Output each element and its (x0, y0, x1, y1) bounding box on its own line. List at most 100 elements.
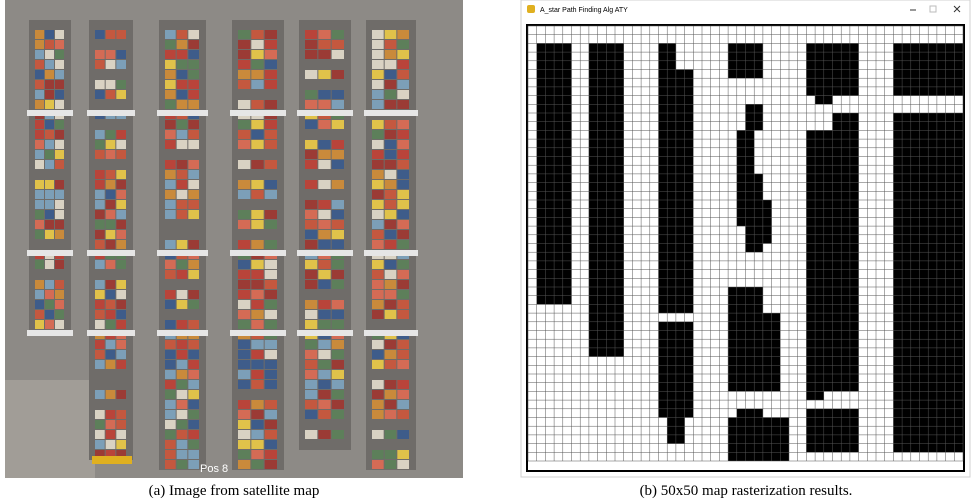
container (265, 260, 277, 269)
container (305, 270, 317, 279)
container (251, 360, 263, 369)
container (372, 150, 384, 159)
container (305, 320, 317, 329)
container (177, 300, 188, 309)
container (188, 360, 199, 369)
container (116, 320, 126, 329)
container (372, 140, 384, 149)
container (251, 280, 263, 289)
container (106, 280, 116, 289)
container (55, 150, 64, 159)
container (177, 450, 188, 459)
container (305, 230, 317, 239)
container (188, 460, 199, 469)
container (332, 390, 344, 399)
container (332, 430, 344, 439)
container (397, 50, 409, 59)
container (106, 170, 116, 179)
container (177, 170, 188, 179)
container (177, 370, 188, 379)
container (238, 220, 250, 229)
container (318, 50, 330, 59)
container (95, 350, 105, 359)
container (165, 80, 176, 89)
crane (157, 330, 208, 336)
container (106, 50, 116, 59)
crane (230, 330, 286, 336)
container (238, 40, 250, 49)
container (238, 440, 250, 449)
container (55, 50, 64, 59)
container (45, 180, 54, 189)
container (188, 410, 199, 419)
container (116, 210, 126, 219)
container (116, 150, 126, 159)
container (251, 190, 263, 199)
container (45, 130, 54, 139)
container (165, 400, 176, 409)
crane (297, 250, 353, 256)
container (106, 60, 116, 69)
crane (157, 250, 208, 256)
container (165, 180, 176, 189)
container (397, 350, 409, 359)
container (332, 380, 344, 389)
container (332, 270, 344, 279)
container (265, 380, 277, 389)
container (55, 300, 64, 309)
container (45, 320, 54, 329)
container (116, 170, 126, 179)
container (106, 130, 116, 139)
container (165, 40, 176, 49)
container (165, 270, 176, 279)
container (397, 120, 409, 129)
container (188, 190, 199, 199)
container (177, 60, 188, 69)
container (238, 100, 250, 109)
container (188, 50, 199, 59)
container (177, 30, 188, 39)
container (318, 90, 330, 99)
app-window: A_star Path Finding Alg ATY (521, 0, 970, 477)
container (332, 340, 344, 349)
container (95, 150, 105, 159)
container (372, 170, 384, 179)
crane (230, 250, 286, 256)
container (251, 350, 263, 359)
container (238, 130, 250, 139)
window-title: A_star Path Finding Alg ATY (540, 7, 628, 14)
container (95, 340, 105, 349)
container (397, 160, 409, 169)
container (251, 370, 263, 379)
container (265, 190, 277, 199)
container (265, 310, 277, 319)
container (45, 120, 54, 129)
container (305, 160, 317, 169)
container (372, 300, 384, 309)
container (177, 200, 188, 209)
container (95, 440, 105, 449)
container (95, 200, 105, 209)
container (106, 190, 116, 199)
container (385, 60, 397, 69)
obstacle (737, 409, 763, 418)
container (385, 240, 397, 249)
container (165, 120, 176, 129)
container (188, 70, 199, 79)
container (165, 70, 176, 79)
container (188, 170, 199, 179)
container (55, 80, 64, 89)
container (372, 70, 384, 79)
obstacle (728, 418, 789, 462)
container (385, 430, 397, 439)
container (116, 200, 126, 209)
container (397, 80, 409, 89)
container (332, 70, 344, 79)
container (165, 390, 176, 399)
crane (87, 250, 135, 256)
container (116, 80, 126, 89)
crane (297, 330, 353, 336)
container (385, 230, 397, 239)
container (165, 60, 176, 69)
container (332, 370, 344, 379)
